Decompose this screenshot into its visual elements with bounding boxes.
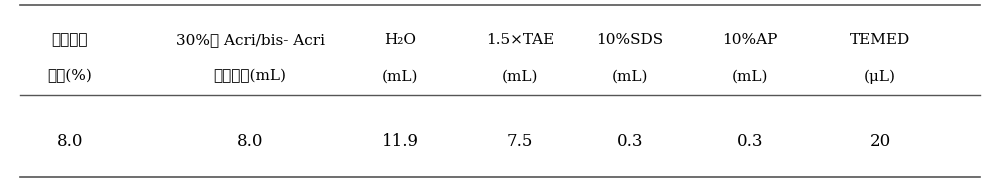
Text: 1.5×TAE: 1.5×TAE bbox=[486, 33, 554, 47]
Text: 8.0: 8.0 bbox=[237, 133, 263, 151]
Text: TEMED: TEMED bbox=[850, 33, 910, 47]
Text: 30%的 Acri/bis- Acri: 30%的 Acri/bis- Acri bbox=[176, 33, 324, 47]
Text: H₂O: H₂O bbox=[384, 33, 416, 47]
Text: 20: 20 bbox=[869, 133, 891, 151]
Text: 10%AP: 10%AP bbox=[722, 33, 778, 47]
Text: 10%SDS: 10%SDS bbox=[596, 33, 664, 47]
Text: (mL): (mL) bbox=[732, 70, 768, 83]
Text: 8.0: 8.0 bbox=[57, 133, 83, 151]
Text: 0.3: 0.3 bbox=[617, 133, 643, 151]
Text: 7.5: 7.5 bbox=[507, 133, 533, 151]
Text: (mL): (mL) bbox=[502, 70, 538, 83]
Text: (mL): (mL) bbox=[382, 70, 418, 83]
Text: (mL): (mL) bbox=[612, 70, 648, 83]
Text: 凝胶贮液(mL): 凝胶贮液(mL) bbox=[214, 69, 287, 84]
Text: 0.3: 0.3 bbox=[737, 133, 763, 151]
Text: 丙烯酰胺: 丙烯酰胺 bbox=[52, 33, 88, 47]
Text: 11.9: 11.9 bbox=[382, 133, 418, 151]
Text: (μL): (μL) bbox=[864, 69, 896, 84]
Text: 凝胶(%): 凝胶(%) bbox=[48, 69, 92, 84]
